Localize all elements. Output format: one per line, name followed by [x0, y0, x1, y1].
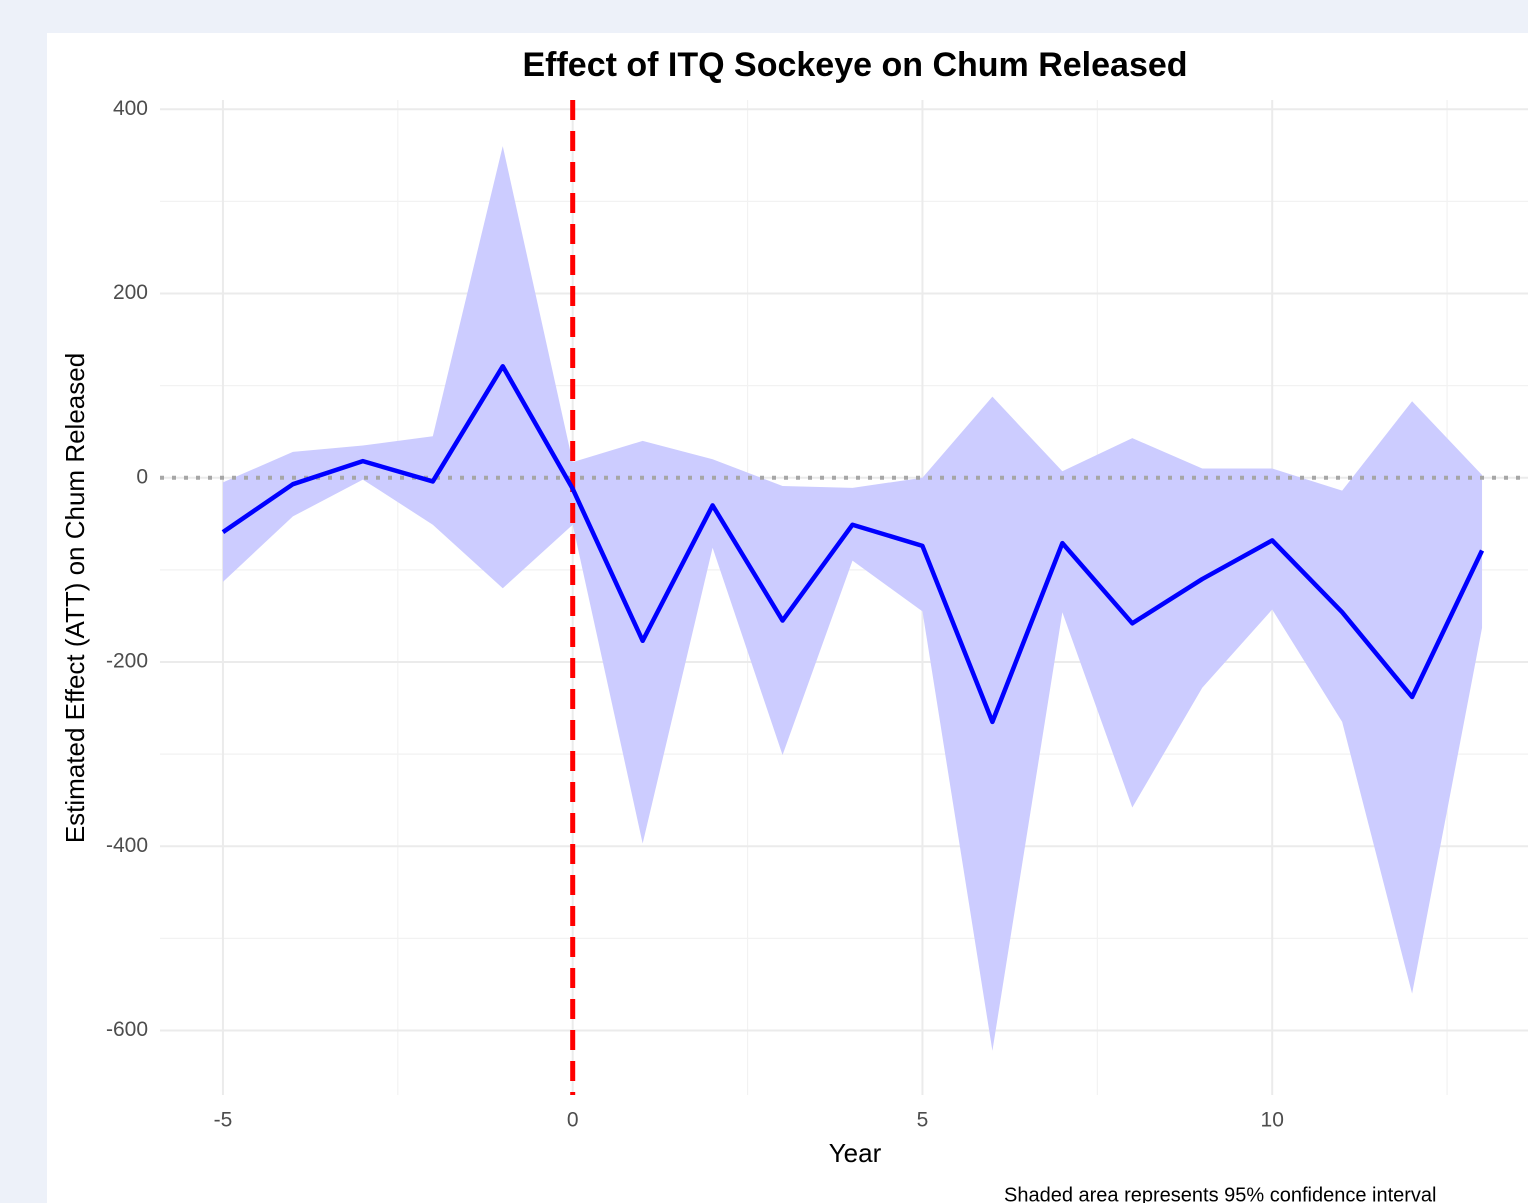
x-tick-label: 10	[1261, 1109, 1284, 1132]
y-tick-label: -600	[106, 1018, 148, 1041]
estimate-line	[221, 364, 1485, 725]
marks	[160, 100, 1528, 1095]
chart-title: Effect of ITQ Sockeye on Chum Released	[522, 46, 1187, 84]
x-tick-label: 5	[917, 1109, 929, 1132]
y-tick-label: -400	[106, 834, 148, 857]
y-tick-label: -200	[106, 650, 148, 673]
x-tick-label: -5	[214, 1109, 233, 1132]
x-tick-label: 0	[567, 1109, 579, 1132]
caption: Shaded area represents 95% confidence in…	[1004, 1184, 1437, 1203]
y-tick-label: 0	[136, 465, 148, 488]
x-axis-label: Year	[829, 1138, 882, 1168]
y-tick-label: 400	[113, 97, 148, 120]
y-axis-label: Estimated Effect (ATT) on Chum Released	[60, 353, 90, 843]
y-tick-label: 200	[113, 281, 148, 304]
confidence-ribbon	[222, 146, 1483, 1051]
